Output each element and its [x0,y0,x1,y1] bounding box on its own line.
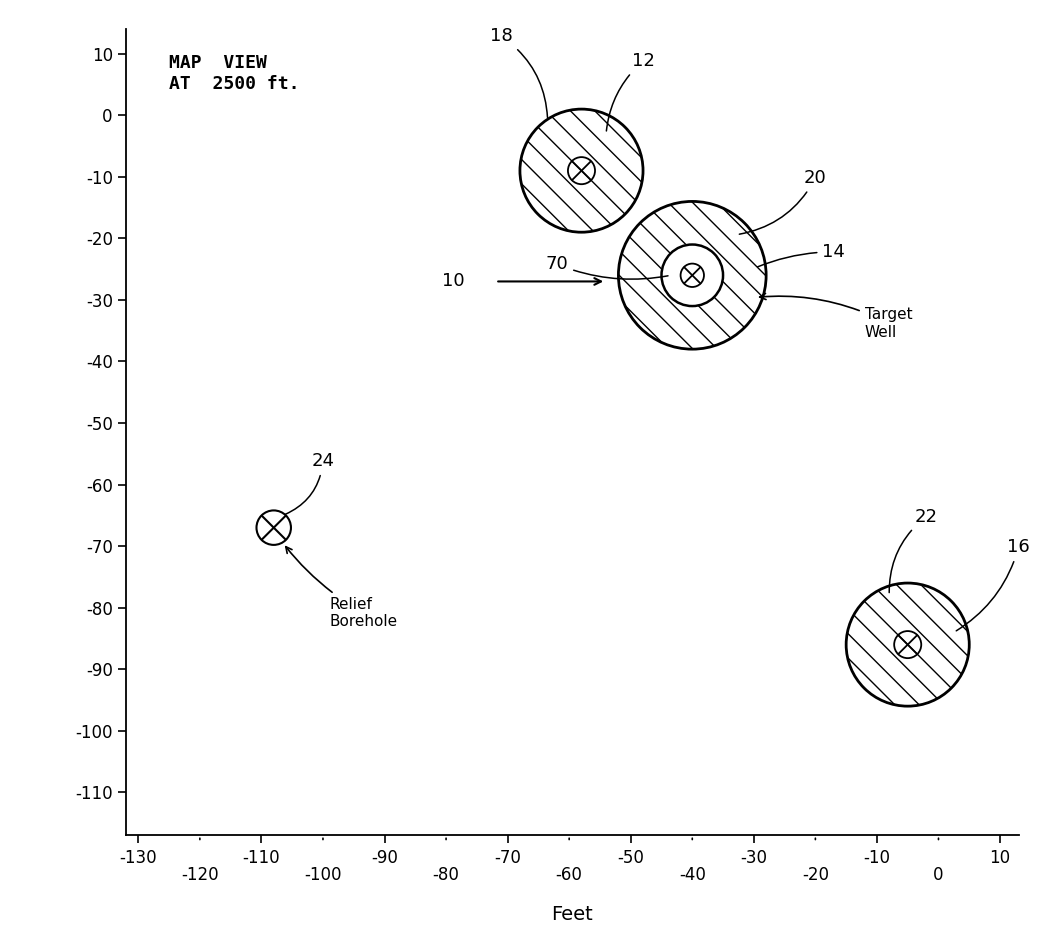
Text: -100: -100 [304,866,341,884]
Text: Relief
Borehole: Relief Borehole [286,546,397,629]
Text: 22: 22 [889,507,938,593]
Text: -20: -20 [802,866,828,884]
Text: -60: -60 [555,866,583,884]
Text: -40: -40 [679,866,706,884]
X-axis label: Feet: Feet [551,905,593,924]
Circle shape [618,201,766,350]
Text: 20: 20 [739,169,826,235]
Text: 14: 14 [758,243,845,267]
Text: 12: 12 [607,52,654,131]
Text: 18: 18 [490,28,547,118]
Text: -80: -80 [433,866,460,884]
Text: Target
Well: Target Well [760,294,912,340]
Text: 70: 70 [546,256,668,279]
Text: 10: 10 [442,273,464,291]
Text: 0: 0 [933,866,944,884]
Circle shape [520,109,643,232]
Circle shape [662,244,723,306]
Text: 24: 24 [286,452,335,514]
Circle shape [846,583,969,706]
Text: 16: 16 [957,539,1030,631]
Text: -120: -120 [181,866,218,884]
Text: MAP  VIEW
AT  2500 ft.: MAP VIEW AT 2500 ft. [169,54,299,92]
